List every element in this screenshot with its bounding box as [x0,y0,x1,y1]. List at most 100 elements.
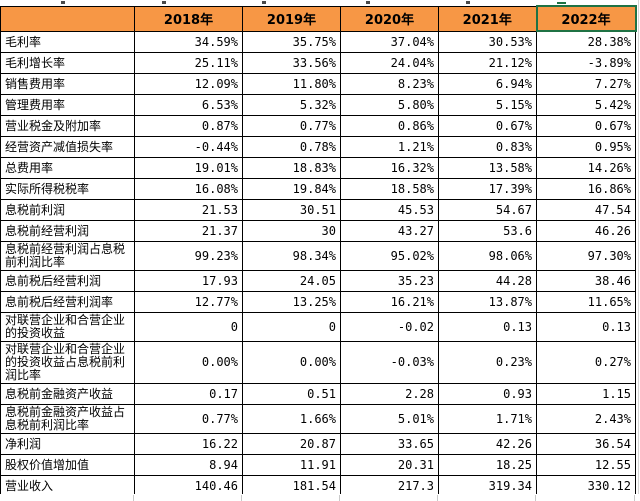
value-cell[interactable]: 11.80% [242,72,341,95]
value-cell[interactable]: 99.23% [134,240,243,271]
value-cell[interactable]: 18.25 [438,453,537,476]
value-cell[interactable]: 0 [134,311,243,342]
value-cell[interactable]: 24.05 [242,269,341,292]
value-cell[interactable]: 33.65 [340,432,439,455]
value-cell[interactable]: 0.67% [438,114,537,137]
value-cell[interactable]: 16.21% [340,290,439,313]
value-cell[interactable]: 1.21% [340,135,439,158]
value-cell[interactable]: 0.17 [134,382,243,405]
value-cell[interactable]: 13.58% [438,156,537,179]
value-cell[interactable]: 0.93 [438,382,537,405]
value-cell[interactable]: 0.77% [242,114,341,137]
value-cell[interactable]: 30 [242,219,341,242]
value-cell[interactable]: 0 [242,311,341,342]
value-cell[interactable]: 11.91 [242,453,341,476]
row-label-cell[interactable]: 毛利增长率 [0,51,135,74]
value-cell[interactable]: -3.89% [536,51,636,74]
row-label-cell[interactable]: 股权价值增加值 [0,453,135,476]
value-cell[interactable]: 0.00% [242,340,341,384]
value-cell[interactable]: 47.54 [536,198,636,221]
value-cell[interactable]: 44.28 [438,269,537,292]
value-cell[interactable]: 37.04% [340,30,439,53]
value-cell[interactable]: 43.27 [340,219,439,242]
value-cell[interactable]: 30.53% [438,30,537,53]
value-cell[interactable]: 5.01% [340,403,439,434]
header-cell-2022-selected[interactable]: 2022年 [535,5,637,32]
row-label-cell[interactable]: 毛利率 [0,30,135,53]
value-cell[interactable]: 17.93 [134,269,243,292]
row-label-cell[interactable]: 息税前利润 [0,198,135,221]
value-cell[interactable]: 14.26% [536,156,636,179]
value-cell[interactable]: 42.26 [438,432,537,455]
value-cell[interactable]: 0.77% [134,403,243,434]
value-cell[interactable]: 30.51 [242,198,341,221]
value-cell[interactable]: 0.83% [438,135,537,158]
value-cell[interactable]: 2.28 [340,382,439,405]
row-label-cell[interactable]: 管理费用率 [0,93,135,116]
value-cell[interactable]: 35.75% [242,30,341,53]
value-cell[interactable]: 5.42% [536,93,636,116]
value-cell[interactable]: 20.31 [340,453,439,476]
value-cell[interactable]: 0.87% [134,114,243,137]
value-cell[interactable]: 217.3 [340,474,439,497]
value-cell[interactable]: 21.37 [134,219,243,242]
row-label-cell[interactable]: 息税前经营利润 [0,219,135,242]
value-cell[interactable]: 0.13 [438,311,537,342]
header-cell-empty[interactable] [0,5,135,32]
value-cell[interactable]: 0.95% [536,135,636,158]
value-cell[interactable]: 6.94% [438,72,537,95]
row-label-cell[interactable]: 销售费用率 [0,72,135,95]
value-cell[interactable]: 21.53 [134,198,243,221]
value-cell[interactable]: 53.6 [438,219,537,242]
value-cell[interactable]: 8.23% [340,72,439,95]
value-cell[interactable]: 1.15 [536,382,636,405]
row-label-cell[interactable]: 息前税后经营利润 [0,269,135,292]
value-cell[interactable]: 18.83% [242,156,341,179]
value-cell[interactable]: 181.54 [242,474,341,497]
value-cell[interactable]: 16.08% [134,177,243,200]
value-cell[interactable]: 25.11% [134,51,243,74]
row-label-cell[interactable]: 总费用率 [0,156,135,179]
row-label-cell[interactable]: 息税前经营利润占息税前利润比率 [0,240,135,271]
value-cell[interactable]: 19.84% [242,177,341,200]
value-cell[interactable]: 7.27% [536,72,636,95]
value-cell[interactable]: 18.58% [340,177,439,200]
value-cell[interactable]: 5.32% [242,93,341,116]
row-label-cell[interactable]: 营业收入 [0,474,135,497]
header-cell-2020[interactable]: 2020年 [340,5,439,32]
value-cell[interactable]: 12.09% [134,72,243,95]
value-cell[interactable]: 21.12% [438,51,537,74]
value-cell[interactable]: 35.23 [340,269,439,292]
row-label-cell[interactable]: 营业税金及附加率 [0,114,135,137]
value-cell[interactable]: 19.01% [134,156,243,179]
value-cell[interactable]: 54.67 [438,198,537,221]
value-cell[interactable]: 95.02% [340,240,439,271]
value-cell[interactable]: 12.77% [134,290,243,313]
value-cell[interactable]: 98.06% [438,240,537,271]
value-cell[interactable]: 98.34% [242,240,341,271]
row-label-cell[interactable]: 息前税后经营利润率 [0,290,135,313]
header-cell-2019[interactable]: 2019年 [242,5,341,32]
value-cell[interactable]: 12.55 [536,453,636,476]
value-cell[interactable]: 34.59% [134,30,243,53]
row-label-cell[interactable]: 对联营企业和合营企业的投资收益占息税前利润比率 [0,340,135,384]
value-cell[interactable]: 16.86% [536,177,636,200]
row-label-cell[interactable]: 实际所得税税率 [0,177,135,200]
value-cell[interactable]: 2.43% [536,403,636,434]
row-label-cell[interactable]: 息税前金融资产收益 [0,382,135,405]
value-cell[interactable]: 0.00% [134,340,243,384]
value-cell[interactable]: 24.04% [340,51,439,74]
value-cell[interactable]: 6.53% [134,93,243,116]
value-cell[interactable]: 0.67% [536,114,636,137]
value-cell[interactable]: 16.22 [134,432,243,455]
value-cell[interactable]: 13.25% [242,290,341,313]
value-cell[interactable]: 28.38% [536,30,636,53]
value-cell[interactable]: 5.80% [340,93,439,116]
value-cell[interactable]: 0.23% [438,340,537,384]
value-cell[interactable]: 16.32% [340,156,439,179]
value-cell[interactable]: 38.46 [536,269,636,292]
value-cell[interactable]: 45.53 [340,198,439,221]
value-cell[interactable]: 319.34 [438,474,537,497]
value-cell[interactable]: 0.78% [242,135,341,158]
value-cell[interactable]: 17.39% [438,177,537,200]
